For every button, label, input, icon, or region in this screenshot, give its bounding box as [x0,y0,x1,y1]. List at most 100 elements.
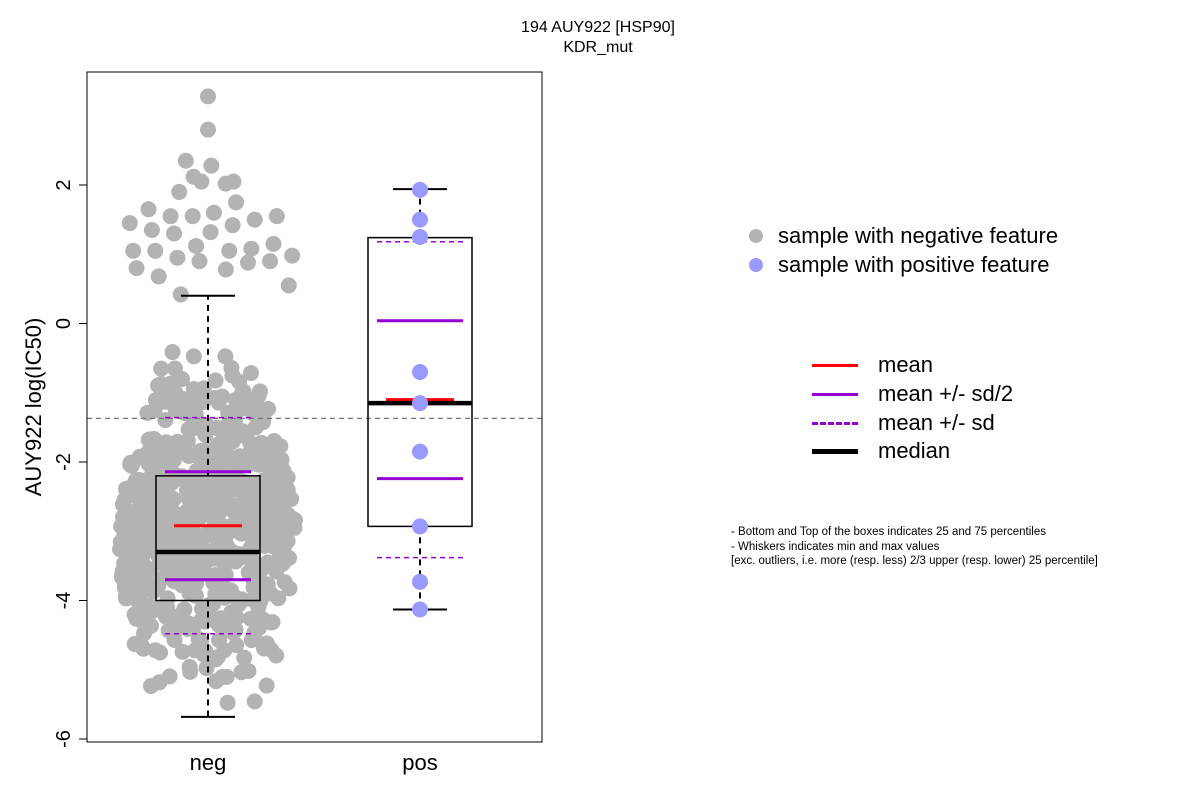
negative-sample-point [200,121,216,138]
box-plot: -6 -4 -2 0 2 neg pos AUY922 log(IC50) [21,71,543,775]
neg-box [155,475,261,602]
negative-sample-point [166,632,183,649]
negative-sample-point [284,247,301,264]
positive-sample-point [412,518,428,535]
negative-sample-point [205,204,222,221]
negative-sample-point [250,387,267,404]
negative-sample-point [210,394,227,411]
negative-sample-point [231,373,248,390]
negative-sample-point [224,217,241,234]
negative-sample-point [243,495,260,512]
positive-sample-point [412,228,428,245]
negative-sample-point [166,360,183,377]
negative-sample-point [218,421,235,438]
negative-sample-point [188,531,205,548]
negative-sample-point [246,211,263,228]
negative-sample-point [214,669,231,686]
negative-sample-point [136,615,153,632]
negative-sample-point [153,360,170,377]
negative-sample-point [189,385,206,402]
negative-sample-point [256,509,273,526]
negative-sample-point [243,365,260,382]
negative-sample-point [158,485,175,502]
negative-sample-point [273,451,290,468]
negative-sample-point [171,183,188,200]
negative-sample-point [125,242,142,259]
negative-sample-point [223,604,240,621]
negative-sample-point [263,614,280,631]
negative-sample-point [240,456,257,473]
negative-sample-point [204,550,221,567]
negative-sample-point [255,410,272,427]
negative-sample-point [147,242,164,259]
legend-negative-label: sample with negative feature [778,223,1059,248]
negative-sample-point [217,261,234,278]
positive-sample-point [412,601,428,618]
negative-sample-point [174,643,191,660]
positive-sample-point [412,395,428,412]
negative-sample-point [198,660,215,677]
negative-sample-point [232,477,249,494]
negative-sample-point [198,461,215,478]
y-tick-label: -2 [53,453,75,471]
y-tick-label: 0 [53,318,75,329]
negative-sample-point [145,583,162,600]
negative-sample-point [220,494,237,511]
negative-sample-point [146,430,163,447]
negative-sample-point [228,194,245,211]
positive-sample-point [412,573,428,590]
negative-sample-point [151,674,168,691]
legend-mean-sd-line [812,422,858,425]
negative-sample-point [221,242,238,259]
negative-sample-point [164,344,181,361]
positive-sample-point [412,363,428,380]
chart-subtitle-line: KDR_mut [563,39,633,56]
legend-positive-marker [749,258,763,272]
negative-sample-point [155,382,172,399]
negative-sample-point [197,499,214,516]
negative-sample-point [217,175,234,192]
negative-sample-point [219,694,236,711]
negative-sample-point [258,677,275,694]
y-axis-title: AUY922 log(IC50) [21,318,46,497]
negative-sample-point [181,615,198,632]
negative-sample-point [128,260,145,277]
negative-sample-point [169,249,186,266]
y-tick-label: -4 [53,592,75,610]
negative-sample-point [172,286,189,303]
negative-sample-point [181,552,198,569]
negative-points [112,88,303,711]
negative-sample-point [184,208,201,225]
negative-sample-point [159,590,176,607]
negative-sample-point [124,524,141,541]
negative-sample-point [131,448,148,465]
chart-title-line: 194 AUY922 [HSP90] [521,19,675,36]
negative-sample-point [229,395,246,412]
negative-sample-point [268,647,285,664]
negative-sample-point [126,636,143,653]
negative-sample-point [249,569,266,586]
negative-sample-point [246,624,263,641]
negative-sample-point [259,554,276,571]
negative-sample-point [180,447,197,464]
negative-sample-point [210,506,227,523]
negative-sample-point [157,412,174,429]
negative-sample-point [177,152,194,169]
negative-sample-point [224,622,241,639]
negative-sample-point [200,88,216,105]
x-tick-label: neg [190,750,227,775]
negative-sample-point [283,491,300,508]
chart-notes: - Bottom and Top of the boxes indicates … [731,525,1098,569]
negative-sample-point [157,608,174,625]
negative-sample-point [203,157,220,174]
negative-sample-point [177,473,194,490]
negative-sample-point [200,523,217,540]
negative-sample-point [150,449,167,466]
negative-sample-point [140,201,157,218]
legend-mean-line [812,364,858,367]
negative-sample-point [227,520,244,537]
negative-sample-point [117,587,134,604]
note-line-1: - Bottom and Top of the boxes indicates … [731,526,1046,538]
negative-sample-point [172,573,189,590]
legend-median-label: median [878,438,951,463]
